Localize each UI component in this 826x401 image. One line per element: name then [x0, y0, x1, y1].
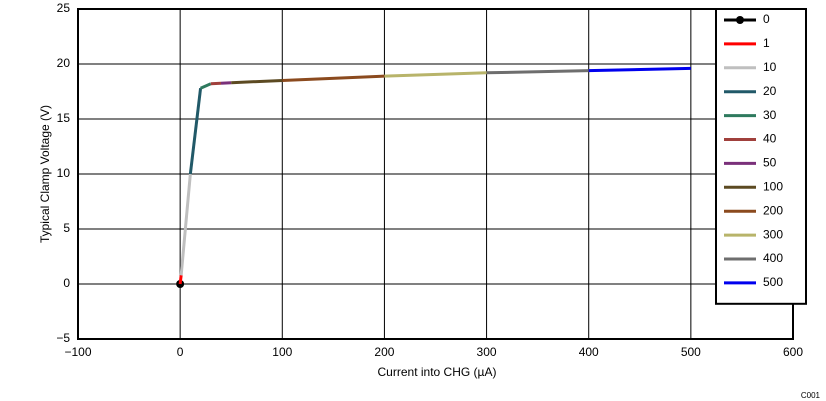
legend-box [715, 8, 807, 305]
legend-label: 300 [763, 227, 783, 241]
legend-label: 1 [763, 36, 770, 50]
x-tick-label: 100 [272, 345, 292, 359]
legend-marker [736, 16, 744, 24]
y-tick-label: 5 [63, 221, 70, 235]
series-line [231, 79, 283, 85]
series-line [178, 275, 183, 285]
series-line [188, 88, 203, 175]
series-line [282, 74, 385, 82]
y-tick-label: −5 [56, 331, 70, 345]
legend-label: 100 [763, 179, 783, 193]
figure-code: C001 [801, 391, 821, 400]
x-tick-label: 0 [177, 345, 184, 359]
y-tick-label: 10 [57, 166, 71, 180]
series-line [210, 81, 222, 86]
series-line [384, 71, 487, 78]
series-line [220, 81, 232, 85]
x-tick-label: 300 [477, 345, 497, 359]
series-line [179, 173, 192, 276]
legend-label: 400 [763, 251, 783, 265]
legend-label: 30 [763, 108, 777, 122]
x-tick-label: −100 [64, 345, 91, 359]
legend-label: 10 [763, 60, 777, 74]
x-axis-label: Current into CHG (µA) [378, 365, 497, 379]
y-tick-label: 20 [57, 56, 71, 70]
legend-label: 20 [763, 84, 777, 98]
series-line [486, 69, 589, 75]
series-line [199, 82, 212, 90]
series-line [588, 66, 691, 73]
y-tick-label: 0 [63, 276, 70, 290]
x-tick-label: 200 [374, 345, 394, 359]
legend-label: 500 [763, 275, 783, 289]
legend-label: 0 [763, 12, 770, 26]
legend-label: 50 [763, 156, 777, 170]
y-tick-label: 25 [57, 1, 71, 15]
y-tick-label: 15 [57, 111, 71, 125]
legend-label: 200 [763, 203, 783, 217]
legend-label: 40 [763, 132, 777, 146]
x-tick-label: 500 [681, 345, 701, 359]
x-tick-label: 600 [783, 345, 803, 359]
x-tick-label: 400 [579, 345, 599, 359]
y-axis-label: Typical Clamp Voltage (V) [38, 105, 52, 243]
